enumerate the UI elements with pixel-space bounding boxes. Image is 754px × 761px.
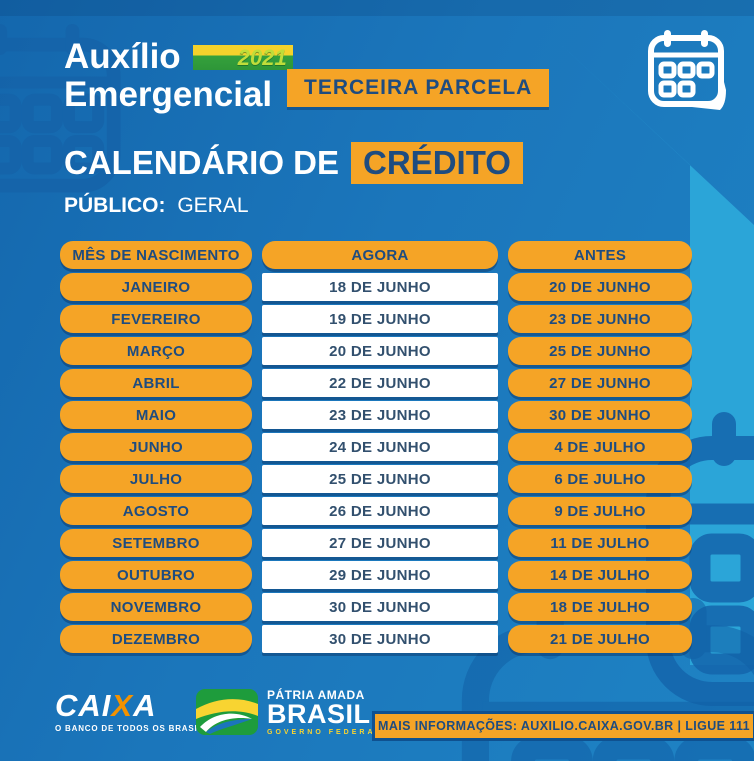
caixa-tagline: O BANCO DE TODOS OS BRASILEIROS xyxy=(55,724,233,733)
antes-cell: 11 DE JULHO xyxy=(508,529,692,557)
antes-cell: 30 DE JUNHO xyxy=(508,401,692,429)
title-prefix: CALENDÁRIO DE xyxy=(64,144,340,181)
antes-cell: 6 DE JULHO xyxy=(508,465,692,493)
agora-cell: 25 DE JUNHO xyxy=(262,465,498,493)
government-wordmark: PÁTRIA AMADA BRASIL GOVERNO FEDERAL xyxy=(267,688,383,736)
top-shade-band xyxy=(0,0,754,16)
brazil-flag-icon xyxy=(196,689,258,735)
antes-cell: 20 DE JUNHO xyxy=(508,273,692,301)
agora-cell: 26 DE JUNHO xyxy=(262,497,498,525)
antes-cell: 4 DE JULHO xyxy=(508,433,692,461)
col-header-antes: ANTES xyxy=(508,241,692,269)
more-info-bar: MAIS INFORMAÇÕES: AUXILIO.CAIXA.GOV.BR |… xyxy=(372,711,754,741)
month-cell: MAIO xyxy=(60,401,252,429)
program-name-line1: Auxílio xyxy=(64,37,181,76)
agora-cell: 24 DE JUNHO xyxy=(262,433,498,461)
agora-cell: 27 DE JUNHO xyxy=(262,529,498,557)
agora-cell: 18 DE JUNHO xyxy=(262,273,498,301)
gov-line1: PÁTRIA AMADA xyxy=(267,688,365,702)
audience-label: PÚBLICO: xyxy=(64,194,166,217)
antes-cell: 9 DE JULHO xyxy=(508,497,692,525)
program-name-line2: Emergencial xyxy=(64,75,273,114)
col-header-month: MÊS DE NASCIMENTO xyxy=(60,241,252,269)
agora-cell: 30 DE JUNHO xyxy=(262,625,498,653)
credit-table: MÊS DE NASCIMENTO AGORA ANTES JANEIRO 18 … xyxy=(60,241,692,653)
month-cell: JUNHO xyxy=(60,433,252,461)
calendar-icon xyxy=(648,30,726,110)
government-logo: PÁTRIA AMADA BRASIL GOVERNO FEDERAL xyxy=(196,688,383,736)
month-cell: DEZEMBRO xyxy=(60,625,252,653)
program-logo: Auxílio 2021 Emergencial xyxy=(64,38,293,114)
antes-cell: 25 DE JUNHO xyxy=(508,337,692,365)
agora-cell: 22 DE JUNHO xyxy=(262,369,498,397)
title-highlight: CRÉDITO xyxy=(351,142,523,184)
month-cell: MARÇO xyxy=(60,337,252,365)
month-cell: AGOSTO xyxy=(60,497,252,525)
antes-cell: 23 DE JUNHO xyxy=(508,305,692,333)
agora-cell: 20 DE JUNHO xyxy=(262,337,498,365)
caixa-wordmark: CAIXA xyxy=(55,688,157,723)
installment-banner: TERCEIRA PARCELA xyxy=(287,69,550,107)
year-badge: 2021 xyxy=(192,44,293,70)
antes-cell: 21 DE JULHO xyxy=(508,625,692,653)
caixa-logo: CAIXA O BANCO DE TODOS OS BRASILEIROS xyxy=(55,690,232,733)
agora-cell: 23 DE JUNHO xyxy=(262,401,498,429)
antes-cell: 14 DE JULHO xyxy=(508,561,692,589)
month-cell: FEVEREIRO xyxy=(60,305,252,333)
month-cell: SETEMBRO xyxy=(60,529,252,557)
month-cell: JANEIRO xyxy=(60,273,252,301)
agora-cell: 29 DE JUNHO xyxy=(262,561,498,589)
col-header-agora: AGORA xyxy=(262,241,498,269)
antes-cell: 18 DE JULHO xyxy=(508,593,692,621)
agora-cell: 19 DE JUNHO xyxy=(262,305,498,333)
gov-line2: BRASIL xyxy=(267,699,371,729)
month-cell: OUTUBRO xyxy=(60,561,252,589)
month-cell: ABRIL xyxy=(60,369,252,397)
antes-cell: 27 DE JUNHO xyxy=(508,369,692,397)
page-title: CALENDÁRIO DE CRÉDITO xyxy=(64,142,523,184)
gov-line3: GOVERNO FEDERAL xyxy=(267,729,383,736)
audience-line: PÚBLICO: GERAL xyxy=(64,194,249,218)
agora-cell: 30 DE JUNHO xyxy=(262,593,498,621)
month-cell: NOVEMBRO xyxy=(60,593,252,621)
month-cell: JULHO xyxy=(60,465,252,493)
audience-value: GERAL xyxy=(177,194,249,217)
